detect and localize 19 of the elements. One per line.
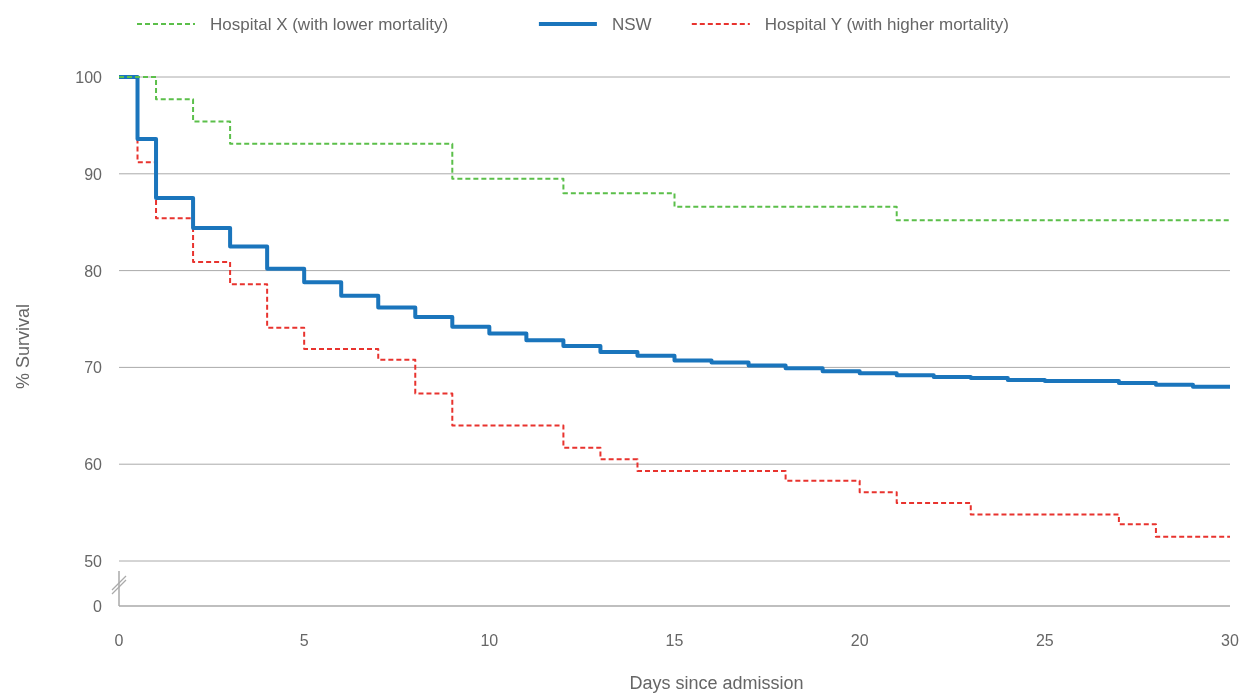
y-tick-label: 60 [84, 456, 103, 474]
x-tick-label: 10 [480, 632, 499, 649]
y-tick-label: 90 [84, 165, 103, 183]
legend-label: NSW [611, 15, 652, 34]
x-tick-label: 20 [850, 632, 869, 649]
x-tick-label: 15 [665, 632, 684, 649]
y-tick-label: 70 [84, 359, 103, 377]
legend-label: Hospital Y (with higher mortality) [764, 15, 1009, 34]
text: 0 [93, 598, 103, 615]
x-tick-label: 5 [299, 632, 309, 649]
y-axis-title: % Survival [13, 303, 33, 390]
x-tick-label: 25 [1035, 632, 1054, 649]
legend-label: Hospital X (with lower mortality) [210, 15, 449, 34]
y-tick-label: 50 [84, 553, 103, 570]
x-tick-label: 0 [114, 632, 124, 649]
y-tick-label: 80 [84, 262, 103, 280]
x-tick-label: 30 [1221, 632, 1239, 649]
x-axis-title: Days since admission [629, 673, 804, 693]
y-tick-label: 100 [75, 69, 103, 86]
